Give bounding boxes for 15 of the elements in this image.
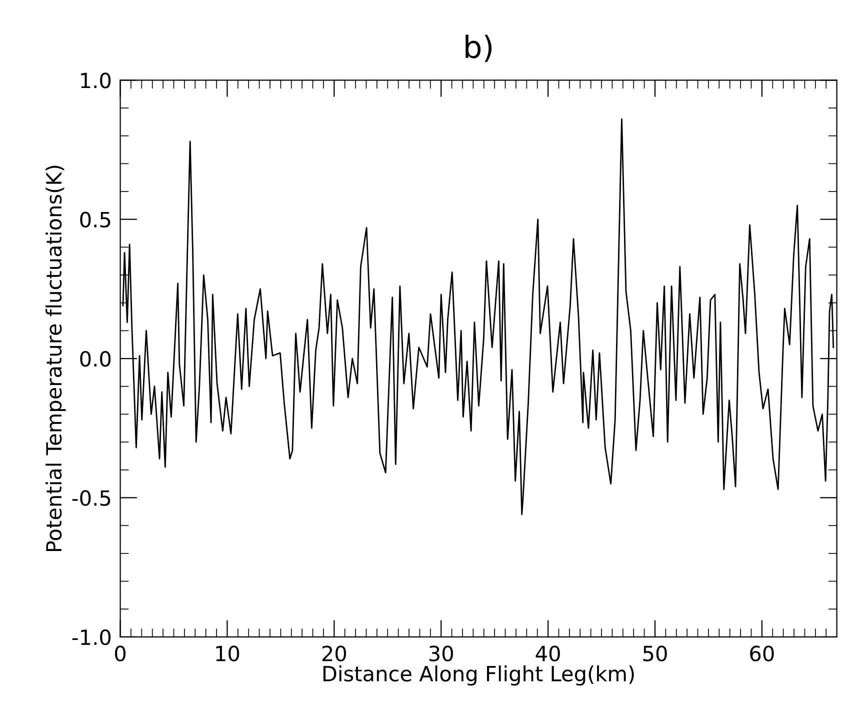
x-tick-label: 60	[750, 646, 774, 662]
y-axis-title: Potential Temperature fluctuations(K)	[46, 166, 66, 552]
y-tick-label: -1.0	[72, 629, 111, 646]
y-tick-label: 1.0	[81, 72, 111, 88]
y-tick-label: 0.5	[80, 212, 110, 228]
y-tick-label: 0.0	[80, 350, 111, 367]
x-tick-label: 50	[643, 646, 667, 662]
x-tick-label: 20	[322, 646, 346, 662]
x-tick-label: 0	[115, 646, 126, 662]
x-axis-title: Distance Along Flight Leg(km)	[323, 665, 634, 686]
chart-title: b)	[466, 34, 492, 62]
x-tick-label: 30	[429, 646, 453, 662]
x-tick-label: 10	[216, 646, 240, 662]
x-tick-label: 40	[536, 646, 560, 662]
y-tick-label: -0.5	[72, 490, 110, 506]
